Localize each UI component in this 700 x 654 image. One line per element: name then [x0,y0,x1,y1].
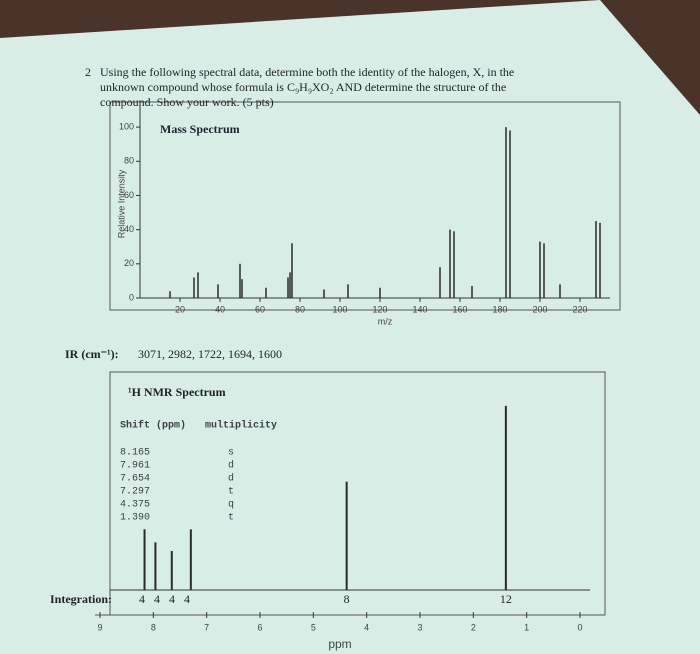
x-tick-label: 5 [311,622,316,632]
ir-values: 3071, 2982, 1722, 1694, 1600 [138,347,282,361]
x-tick-label: 2 [471,622,476,632]
integration-value: 8 [344,592,350,606]
x-tick-label: 220 [572,304,587,314]
x-tick-label: 3 [417,622,422,632]
shift-value: 7.961 [120,461,150,472]
shift-value: 4.375 [120,500,150,511]
y-tick-label: 20 [124,258,134,268]
question-line: unknown compound whose formula is C₉H₉XO… [100,80,506,94]
multiplicity: t [228,513,234,524]
y-tick-label: 0 [129,292,134,302]
x-tick-label: 160 [452,304,467,314]
integration-value: 4 [139,592,145,606]
x-tick-label: 7 [204,622,209,632]
integration-value: 4 [154,592,160,606]
x-tick-label: 80 [295,304,305,314]
shift-value: 1.390 [120,513,150,524]
x-tick-label: 120 [372,304,387,314]
y-tick-label: 60 [124,190,134,200]
y-tick-label: 40 [124,224,134,234]
integration-value: 12 [500,592,512,606]
question-line: compound. Show your work. (5 pts) [100,95,274,109]
integration-label: Integration: [50,592,112,606]
x-tick-label: 9 [97,622,102,632]
table-header: multiplicity [205,420,277,432]
multiplicity: s [228,448,234,459]
x-tick-label: 60 [255,304,265,314]
multiplicity: d [228,460,234,472]
shift-value: 7.654 [120,474,150,485]
x-tick-label: 6 [257,622,262,632]
integration-value: 4 [169,592,175,606]
x-tick-label: 40 [215,304,225,314]
y-axis-label: Relative Intensity [116,169,126,238]
x-tick-label: 20 [175,304,185,314]
multiplicity: d [228,473,234,485]
x-tick-label: 1 [524,622,529,632]
shift-value: 7.297 [120,487,150,498]
chart-title: Mass Spectrum [160,122,240,136]
x-axis-label: m/z [378,316,393,326]
x-tick-label: 4 [364,622,369,632]
x-axis-label: ppm [328,637,351,651]
x-tick-label: 100 [332,304,347,314]
x-tick-label: 0 [577,622,582,632]
ir-label: IR (cm⁻¹): [65,347,119,361]
ms-frame [109,101,621,311]
x-tick-label: 180 [492,304,507,314]
integration-value: 4 [184,592,190,606]
x-tick-label: 140 [412,304,427,314]
multiplicity: t [228,487,234,498]
y-tick-label: 80 [124,156,134,166]
question-number: 2 [85,65,91,79]
shift-value: 8.165 [120,448,150,459]
multiplicity: q [228,500,234,511]
x-tick-label: 8 [151,622,156,632]
question-line: Using the following spectral data, deter… [100,65,514,79]
y-tick-label: 100 [119,121,134,131]
x-tick-label: 200 [532,304,547,314]
table-header: Shift (ppm) [120,420,186,432]
chart-title: ¹H NMR Spectrum [128,385,226,399]
